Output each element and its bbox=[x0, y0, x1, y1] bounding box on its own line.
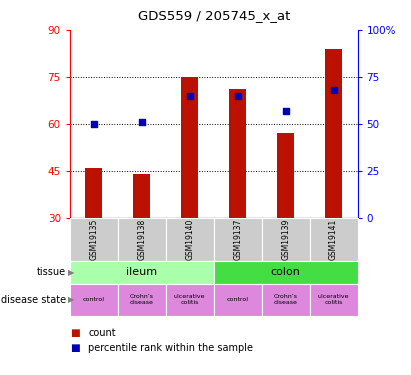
Bar bbox=[70, 217, 118, 261]
Text: tissue: tissue bbox=[37, 267, 66, 277]
Bar bbox=[181, 77, 198, 218]
Text: Crohn’s
disease: Crohn’s disease bbox=[130, 294, 154, 305]
Bar bbox=[166, 284, 214, 316]
Bar bbox=[214, 217, 262, 261]
Point bbox=[90, 121, 97, 127]
Text: GSM19135: GSM19135 bbox=[89, 218, 98, 260]
Point bbox=[187, 93, 193, 99]
Bar bbox=[214, 284, 262, 316]
Text: ▶: ▶ bbox=[68, 296, 74, 304]
Point bbox=[139, 119, 145, 125]
Bar bbox=[325, 49, 342, 217]
Bar bbox=[262, 217, 309, 261]
Text: ileum: ileum bbox=[126, 267, 157, 277]
Bar bbox=[85, 168, 102, 217]
Text: ■: ■ bbox=[70, 343, 80, 352]
Bar bbox=[70, 261, 214, 284]
Text: colon: colon bbox=[271, 267, 300, 277]
Bar bbox=[214, 261, 358, 284]
Text: control: control bbox=[227, 297, 249, 302]
Text: disease state: disease state bbox=[1, 295, 66, 305]
Text: GSM19139: GSM19139 bbox=[281, 218, 290, 260]
Bar bbox=[277, 133, 294, 218]
Text: GSM19137: GSM19137 bbox=[233, 218, 242, 260]
Point bbox=[282, 108, 289, 114]
Point bbox=[234, 93, 241, 99]
Text: GSM19140: GSM19140 bbox=[185, 218, 194, 260]
Text: Crohn’s
disease: Crohn’s disease bbox=[274, 294, 298, 305]
Text: ulcerative
colitis: ulcerative colitis bbox=[318, 294, 349, 305]
Bar bbox=[229, 89, 246, 218]
Text: ■: ■ bbox=[70, 328, 80, 338]
Text: count: count bbox=[88, 328, 116, 338]
Bar bbox=[118, 284, 166, 316]
Bar bbox=[262, 284, 309, 316]
Text: percentile rank within the sample: percentile rank within the sample bbox=[88, 343, 253, 352]
Bar bbox=[118, 217, 166, 261]
Text: GSM19138: GSM19138 bbox=[137, 218, 146, 259]
Bar bbox=[134, 174, 150, 217]
Text: GDS559 / 205745_x_at: GDS559 / 205745_x_at bbox=[138, 9, 290, 22]
Text: GSM19141: GSM19141 bbox=[329, 218, 338, 259]
Bar bbox=[70, 284, 118, 316]
Text: ▶: ▶ bbox=[68, 268, 74, 277]
Bar bbox=[166, 217, 214, 261]
Text: ulcerative
colitis: ulcerative colitis bbox=[174, 294, 206, 305]
Point bbox=[330, 87, 337, 93]
Bar bbox=[309, 217, 358, 261]
Text: control: control bbox=[83, 297, 105, 302]
Bar bbox=[309, 284, 358, 316]
